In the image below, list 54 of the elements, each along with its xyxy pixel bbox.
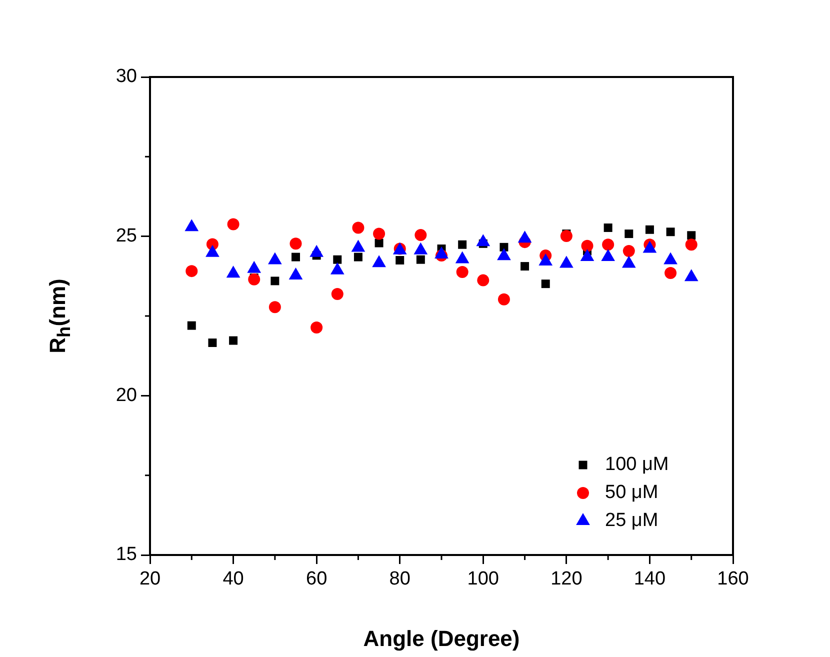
x-tick-label: 80 [389, 568, 410, 590]
point [331, 288, 344, 300]
point [352, 222, 364, 234]
point [687, 231, 696, 240]
point [373, 228, 386, 240]
x-tick-label: 20 [139, 568, 161, 590]
point [270, 276, 280, 286]
point [685, 238, 698, 251]
point [396, 256, 404, 264]
point [498, 293, 510, 306]
x-tick-label: 140 [634, 568, 666, 590]
x-tick-label: 40 [222, 568, 244, 590]
y-tick-label: 20 [116, 384, 137, 406]
x-axis-title: Angle (Degree) [363, 626, 520, 651]
x-tick-label: 60 [306, 568, 328, 590]
point [520, 262, 530, 271]
point [560, 230, 572, 242]
y-tick-label: 30 [116, 66, 137, 88]
legend-label: 100 μM [605, 454, 669, 476]
point [604, 223, 612, 232]
point [229, 336, 238, 345]
point [645, 225, 654, 234]
point [500, 242, 508, 252]
point [290, 238, 302, 250]
y-tick-label: 25 [116, 226, 137, 247]
point [477, 274, 490, 286]
point [602, 238, 614, 251]
x-tick-label: 160 [717, 568, 749, 590]
legend-label: 50 μM [605, 482, 658, 504]
point [310, 321, 323, 334]
point [268, 301, 281, 314]
point [292, 252, 300, 262]
point [187, 321, 196, 330]
x-tick-label: 100 [467, 568, 499, 590]
y-tick-label: 15 [116, 544, 137, 566]
point [374, 238, 384, 248]
point [622, 244, 635, 257]
point [414, 229, 427, 242]
point [664, 266, 677, 279]
point [227, 218, 240, 230]
point [666, 228, 675, 236]
point [333, 255, 342, 264]
point [354, 252, 362, 262]
point [458, 240, 467, 249]
legend-label: 25 μM [605, 510, 658, 532]
point [624, 230, 634, 238]
point [248, 273, 260, 286]
point [186, 265, 198, 278]
x-tick-label: 120 [550, 568, 582, 590]
point [456, 266, 468, 278]
point [541, 280, 550, 288]
point [581, 240, 594, 252]
point [208, 338, 217, 348]
point [416, 255, 425, 264]
